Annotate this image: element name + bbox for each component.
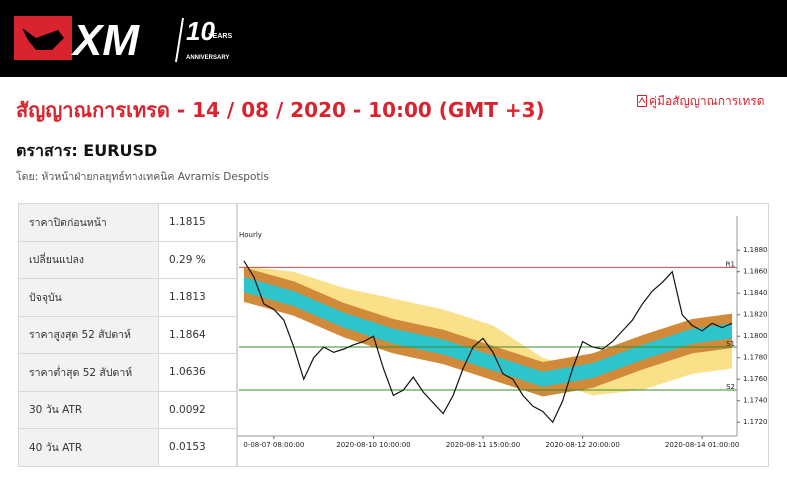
logo-years: YEARS	[208, 33, 232, 40]
level-label: S1	[726, 340, 735, 348]
price-line	[243, 260, 733, 424]
instrument: ตราสาร: EURUSD	[16, 141, 158, 160]
band	[243, 266, 733, 396]
table-row: ราคาต่ำสุด 52 สัปดาห์ 1.0636	[18, 353, 238, 392]
y-tick-label: 1.1880	[743, 246, 768, 254]
row-value: 0.29 %	[158, 240, 238, 279]
y-tick-label: 1.1800	[743, 332, 768, 340]
row-value: 1.0636	[158, 353, 238, 392]
row-value: 1.1864	[158, 315, 238, 354]
table-row: ปัจจุบัน 1.1813	[18, 278, 238, 317]
chart: Hourly R1 S1 S2 1.1720 1.1740 1.1760 1.1780 1.18…	[236, 203, 769, 467]
band	[243, 277, 733, 387]
table-row: เปลี่ยนแปลง 0.29 %	[18, 240, 238, 279]
guide-text[interactable]: คู่มือสัญญาณการเทรด	[649, 94, 765, 108]
y-tick-label: 1.1760	[743, 375, 768, 383]
row-label: ราคาปิดก่อนหน้า	[18, 203, 159, 242]
row-label: ปัจจุบัน	[18, 278, 159, 317]
row-value: 1.1813	[158, 278, 238, 317]
y-tick-label: 1.1720	[743, 418, 768, 426]
logo-anniversary: ANNIVERSARY	[186, 55, 229, 61]
y-tick-label: 1.1780	[743, 354, 768, 362]
table-row: ราคาสูงสุด 52 สัปดาห์ 1.1864	[18, 315, 238, 354]
row-value: 0.0092	[158, 390, 238, 429]
x-tick-label: 2020-08-12 20:00:00	[545, 441, 619, 449]
row-label: 30 วัน ATR	[18, 390, 159, 429]
guide-link[interactable]: คู่มือสัญญาณการเทรด	[637, 92, 765, 111]
author: โดย: หัวหน้าฝ่ายกลยุทธ์ทางเทคนิค Avramis…	[16, 171, 269, 183]
x-tick-label: 2020-08-11 15:00:00	[446, 441, 520, 449]
level-label: S2	[726, 383, 735, 391]
pdf-icon	[637, 95, 647, 107]
row-value: 1.1815	[158, 203, 238, 242]
table-row: 40 วัน ATR 0.0153	[18, 428, 238, 467]
logo[interactable]: XM 10 YEARS ANNIVERSARY	[0, 0, 260, 77]
x-tick-label: 2020-08-14 01:00:00	[665, 441, 739, 449]
header: XM 10 YEARS ANNIVERSARY	[0, 0, 787, 77]
level-label: R1	[726, 260, 735, 268]
y-tick-label: 1.1740	[743, 397, 768, 405]
page-title: สัญญาณการเทรด - 14 / 08 / 2020 - 10:00 (…	[16, 98, 545, 122]
row-label: ราคาสูงสุด 52 สัปดาห์	[18, 315, 159, 354]
row-value: 0.0153	[158, 428, 238, 467]
logo-text: XM	[70, 16, 140, 65]
row-label: 40 วัน ATR	[18, 428, 159, 467]
info-table: ราคาปิดก่อนหน้า 1.1815 เปลี่ยนแปลง 0.29 % ปั…	[18, 203, 238, 467]
logo-number: 10	[186, 16, 215, 46]
y-tick-label: 1.1860	[743, 268, 768, 276]
chart-subtitle: Hourly	[239, 231, 262, 239]
row-label: เปลี่ยนแปลง	[18, 240, 159, 279]
table-row: 30 วัน ATR 0.0092	[18, 390, 238, 429]
x-tick-label: 0-08-07 08:00:00	[243, 441, 304, 449]
y-tick-label: 1.1840	[743, 289, 768, 297]
row-label: ราคาต่ำสุด 52 สัปดาห์	[18, 353, 159, 392]
y-tick-label: 1.1820	[743, 311, 768, 319]
x-tick-label: 2020-08-10 10:00:00	[336, 441, 410, 449]
table-row: ราคาปิดก่อนหน้า 1.1815	[18, 203, 238, 242]
